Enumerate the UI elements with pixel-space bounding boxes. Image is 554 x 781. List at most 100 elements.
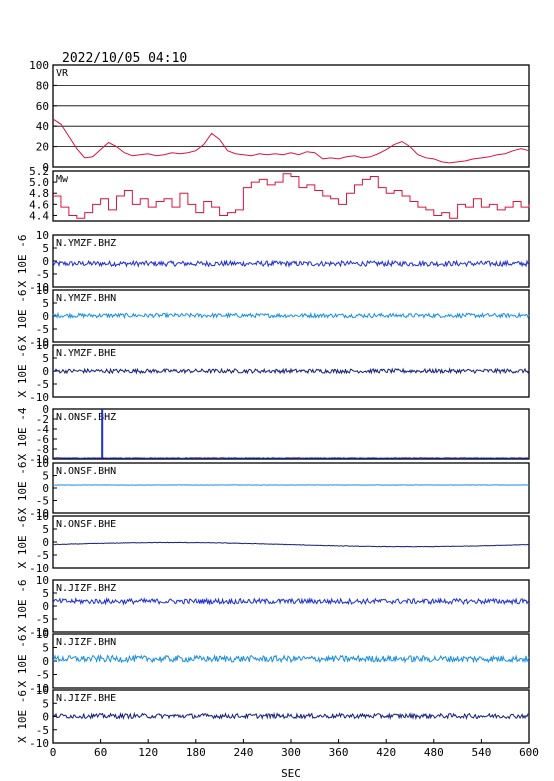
panel-frame [52, 579, 530, 633]
x-tick-label: 360 [329, 746, 349, 759]
y-tick-label: -8 [36, 443, 49, 456]
series-line [52, 311, 530, 320]
y-tick-label: 5 [42, 523, 49, 536]
y-tick-label: 4.4 [29, 209, 49, 222]
y-tick-label: 0 [42, 600, 49, 613]
y-tick-label: 20 [36, 141, 49, 154]
y-tick-label: -6 [36, 433, 49, 446]
y-tick-label: 5 [42, 697, 49, 710]
y-tick-label: 5 [42, 242, 49, 255]
x-tick-label: 60 [94, 746, 107, 759]
y-tick-label: -5 [36, 724, 49, 737]
x-tick-label: 300 [281, 746, 301, 759]
y-tick-label: 5.0 [29, 176, 49, 189]
y-tick-label: 40 [36, 120, 49, 133]
series-line [52, 541, 530, 548]
y-tick-label: 5 [42, 470, 49, 483]
x-tick-label: 120 [138, 746, 158, 759]
y-tick-label: -5 [36, 268, 49, 281]
panel-title: N.JIZF.BHZ [56, 583, 116, 594]
y-tick-label: -5 [36, 495, 49, 508]
y-tick-label: -10 [29, 737, 49, 750]
x-axis: 0 60 120 180 240 300 360 420 480 540 600 [50, 739, 539, 759]
y-tick-label: 10 [36, 284, 49, 297]
y-axis-label: X 10E -6 [16, 580, 29, 633]
y-tick-label: -10 [29, 626, 49, 639]
y-tick-label: -10 [29, 682, 49, 695]
y-tick-label: -10 [29, 336, 49, 349]
x-tick-label: 480 [424, 746, 444, 759]
panel-title: N.ONSF.BHE [56, 519, 116, 530]
y-tick-label: -5 [36, 549, 49, 562]
x-axis-label: SEC [281, 767, 301, 780]
y-tick-label: 10 [36, 684, 49, 697]
panel-frame [52, 64, 530, 168]
timestamp-label: 2022/10/05 04:10 [62, 51, 187, 66]
y-tick-label: 0 [42, 482, 49, 495]
y-tick-label: 80 [36, 79, 49, 92]
y-tick-label: -2 [36, 413, 49, 426]
y-axis-label: X 10E -6 [16, 462, 29, 515]
y-axis-label: X 10E -6 [16, 235, 29, 288]
y-tick-label: -5 [36, 669, 49, 682]
y-tick-label: -5 [36, 378, 49, 391]
panel-onsf-bhz: N.ONSF.BHZ 0-2-4-6-8-10X 10E -4 [16, 403, 530, 466]
series-line [52, 259, 530, 268]
panel-title: N.YMZF.BHN [56, 293, 116, 304]
series-line [52, 367, 530, 375]
panel-title: VR [56, 68, 69, 79]
y-tick-label: 10 [36, 457, 49, 470]
panel-vr: VR 0 20 40 60 80 100 [29, 59, 530, 174]
y-axis-label: X 10E -6 [16, 345, 29, 398]
panel-title: N.JIZF.BHN [56, 637, 116, 648]
panel-frame [52, 515, 530, 569]
y-tick-label: 5 [42, 587, 49, 600]
x-tick-label: 420 [376, 746, 396, 759]
y-tick-label: 0 [42, 403, 49, 416]
panel-frame [52, 462, 530, 514]
x-tick-label: 0 [50, 746, 57, 759]
y-tick-label: 10 [36, 574, 49, 587]
y-tick-label: 0 [42, 255, 49, 268]
y-tick-label: 5.2 [29, 165, 49, 178]
series-line [52, 653, 530, 664]
y-tick-label: 0 [42, 536, 49, 549]
y-tick-label: 5 [42, 352, 49, 365]
y-tick-label: 0 [42, 365, 49, 378]
y-tick-label: -10 [29, 562, 49, 575]
series-line [52, 596, 530, 606]
y-tick-label: -5 [36, 323, 49, 336]
y-tick-label: -4 [36, 423, 50, 436]
panel-title: Mw [56, 174, 69, 185]
y-tick-label: 5 [42, 297, 49, 310]
y-tick-label: 0 [42, 655, 49, 668]
panel-mw: Mw 4.44.64.85.05.2 [29, 165, 530, 222]
y-axis-label: X 10E -6 [16, 635, 29, 688]
y-tick-label: -10 [29, 507, 49, 520]
y-tick-label: 0 [42, 711, 49, 724]
panels: VR020406080100Mw4.44.64.85.05.2N.YMZF.BH… [16, 59, 530, 750]
x-tick-label: 180 [186, 746, 206, 759]
y-tick-label: 4.6 [29, 198, 49, 211]
y-tick-label: 0 [42, 310, 49, 323]
panel-title: N.ONSF.BHN [56, 466, 116, 477]
x-tick-label: 540 [471, 746, 491, 759]
y-tick-label: 10 [36, 229, 49, 242]
y-tick-label: 5 [42, 642, 49, 655]
y-axis-label: X 10E -6 [16, 690, 29, 743]
series-line [52, 118, 530, 164]
y-tick-label: 10 [36, 339, 49, 352]
y-tick-label: 0 [42, 161, 49, 174]
y-tick-label: -10 [29, 453, 49, 466]
panel-title: N.ONSF.BHZ [56, 412, 116, 423]
series-line [53, 173, 530, 219]
y-tick-label: 10 [36, 628, 49, 641]
